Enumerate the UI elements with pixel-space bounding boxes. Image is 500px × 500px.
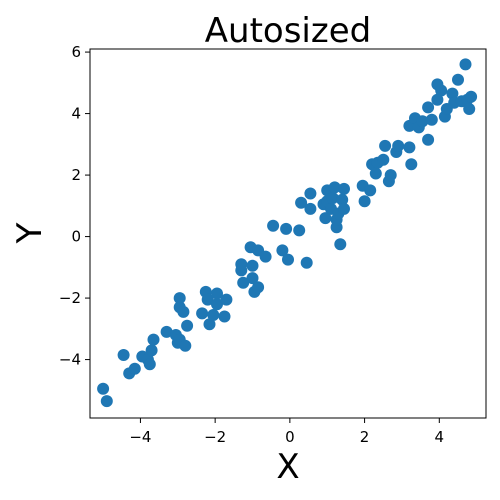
x-axis-label: X	[276, 447, 299, 487]
scatter-point	[160, 325, 173, 338]
scatter-point	[338, 182, 350, 195]
y-tick-label: 0	[71, 228, 81, 246]
scatter-point	[181, 319, 194, 332]
scatter-point	[334, 238, 347, 251]
scatter-point	[379, 139, 392, 152]
scatter-point	[252, 281, 265, 294]
scatter-point	[280, 222, 293, 235]
x-tick-label: 0	[285, 428, 295, 446]
scatter-point	[282, 253, 294, 266]
scatter-point	[196, 307, 209, 320]
y-axis-label: Y	[10, 222, 50, 244]
x-tick-label: 2	[360, 428, 370, 446]
y-tick-label: −2	[59, 289, 81, 307]
scatter-point	[179, 339, 192, 352]
x-tick-label: 4	[435, 428, 445, 446]
scatter-point	[237, 276, 250, 289]
scatter-point	[117, 349, 130, 361]
scatter-point	[463, 103, 476, 115]
x-tick-label: −2	[204, 428, 226, 446]
scatter-point	[97, 382, 110, 395]
scatter-point	[416, 115, 429, 128]
scatter-point	[446, 87, 459, 100]
scatter-point	[246, 259, 259, 272]
scatter-point	[177, 305, 190, 318]
scatter-point	[201, 293, 214, 306]
scatter-point	[336, 193, 349, 206]
scatter-point	[203, 318, 216, 331]
scatter-point	[147, 333, 160, 346]
plot-area-frame	[89, 48, 487, 419]
scatter-point	[369, 167, 382, 180]
scatter-point	[319, 212, 332, 225]
scatter-point	[358, 195, 371, 208]
scatter-point	[293, 224, 306, 237]
scatter-point	[392, 139, 405, 152]
scatter-point	[128, 362, 141, 375]
scatter-point	[435, 84, 448, 97]
scatter-point	[364, 184, 377, 197]
scatter-point	[276, 244, 289, 257]
scatter-point	[405, 158, 418, 171]
scatter-point	[326, 192, 339, 205]
scatter-point	[377, 153, 390, 166]
y-tick-label: 6	[71, 43, 81, 61]
scatter-point	[465, 90, 478, 103]
x-tick-label: −4	[129, 428, 151, 446]
scatter-point	[300, 256, 313, 269]
scatter-point	[246, 272, 259, 285]
scatter-point	[403, 141, 416, 154]
y-axis-ticks: −4 −2 0 2 4 6	[59, 43, 90, 369]
y-tick-label: 2	[71, 166, 81, 184]
scatter-point	[422, 101, 435, 114]
scatter-point	[211, 298, 223, 311]
chart-title: Autosized	[205, 11, 371, 51]
scatter-point	[304, 202, 317, 215]
scatter-point	[145, 344, 158, 357]
scatter-point	[100, 395, 113, 408]
x-axis-ticks: −4 −2 0 2 4	[129, 418, 444, 446]
scatter-point	[235, 258, 248, 271]
scatter-point	[422, 133, 435, 146]
scatter-point	[384, 169, 397, 182]
scatter-point	[218, 310, 231, 323]
y-tick-label: 4	[71, 105, 81, 123]
scatter-point	[304, 187, 317, 200]
points-layer	[97, 58, 478, 408]
scatter-point	[431, 93, 444, 106]
scatter-point	[259, 250, 272, 263]
scatter-point	[328, 181, 341, 194]
scatter-point	[143, 358, 156, 371]
scatter-point	[459, 58, 472, 71]
scatter-point	[295, 196, 308, 209]
scatter-point	[220, 293, 233, 306]
scatter-point	[338, 202, 350, 215]
scatter-point	[425, 113, 438, 126]
scatter-point	[211, 287, 223, 300]
scatter-point	[207, 309, 220, 321]
scatter-point	[173, 292, 186, 305]
scatter-point	[267, 219, 280, 232]
y-tick-label: −4	[59, 351, 81, 369]
scatter-point	[452, 73, 464, 86]
